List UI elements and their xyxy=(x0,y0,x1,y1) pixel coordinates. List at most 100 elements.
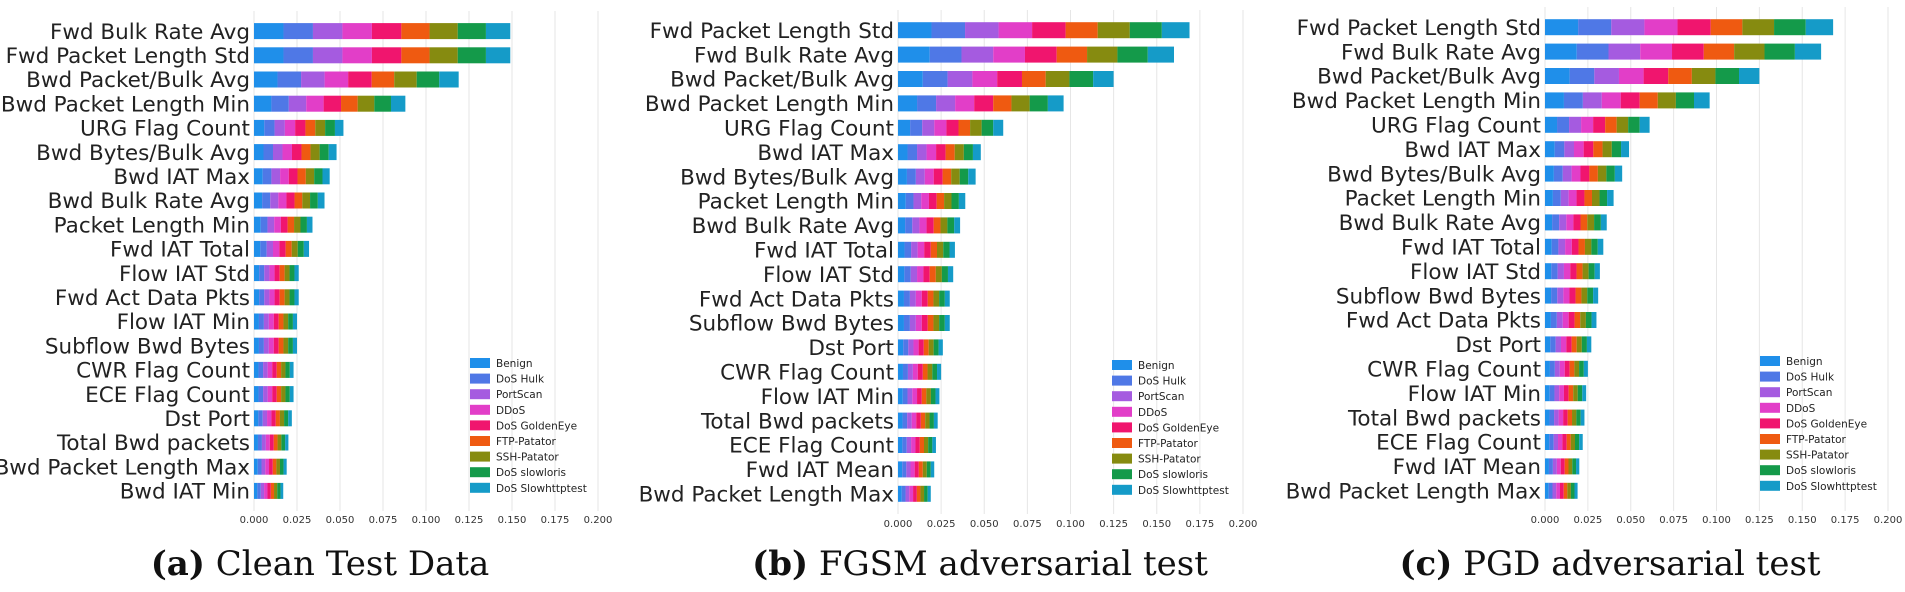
bar-segment-benign xyxy=(1545,336,1551,353)
bar-segment-benign xyxy=(898,437,903,453)
bar-segment-dos-slowloris xyxy=(930,388,936,405)
bar-segment-dos-hulk xyxy=(1549,434,1554,450)
bar-segment-portscan xyxy=(1559,214,1567,231)
bar-segment-dos-hulk xyxy=(904,266,911,283)
legend-label: DoS GoldenEye xyxy=(1786,418,1867,430)
bar-segment-benign xyxy=(898,412,903,429)
bar-segment-dos-slowhttptest xyxy=(328,144,337,161)
bar-segment-ftp-patator xyxy=(1568,385,1574,402)
bar-segment-benign xyxy=(1545,190,1553,206)
bar-segment-dos-slowloris xyxy=(1715,68,1740,84)
legend-label: PortScan xyxy=(1138,391,1184,403)
bar-segment-ssh-patator xyxy=(305,168,315,185)
legend-label: DoS slowloris xyxy=(1138,469,1208,481)
bar-segment-dos-slowhttptest xyxy=(947,266,954,283)
bar-segment-dos-hulk xyxy=(1552,214,1560,231)
bar-segment-portscan xyxy=(965,22,999,39)
bar-segment-ftp-patator xyxy=(297,168,306,185)
category-label: Packet Length Min xyxy=(698,190,894,215)
bar-segment-portscan xyxy=(274,119,285,136)
bar-segment-dos-goldeneye xyxy=(1032,22,1066,39)
bar-segment-dos-slowloris xyxy=(314,168,323,185)
bar-segment-dos-hulk xyxy=(1551,263,1558,280)
bar-segment-benign xyxy=(898,144,908,161)
legend-label: DDoS xyxy=(496,405,526,417)
bar-segment-dos-slowhttptest xyxy=(292,337,297,354)
bar-segment-dos-hulk xyxy=(260,240,267,257)
bar-segment-dos-goldeneye xyxy=(921,315,928,331)
bar-segment-portscan xyxy=(910,266,918,283)
x-tick-label: 0.175 xyxy=(1186,519,1215,530)
bar-segment-dos-slowloris xyxy=(319,144,329,161)
bar-segment-ssh-patator xyxy=(294,216,301,233)
bar-segment-ddos xyxy=(268,337,274,354)
bar-segment-ssh-patator xyxy=(926,388,931,405)
bar-segment-dos-goldeneye xyxy=(1677,19,1711,36)
bar-segment-ssh-patator xyxy=(429,23,458,40)
x-tick-label: 0.100 xyxy=(1056,519,1085,530)
bar-segment-benign xyxy=(254,119,265,136)
bar-segment-portscan xyxy=(260,482,265,499)
bar-segment-dos-slowhttptest xyxy=(1047,95,1064,112)
category-label: Total Bwd packets xyxy=(700,409,894,434)
category-label: Dst Port xyxy=(1455,333,1541,358)
bar-segment-ftp-patator xyxy=(1593,141,1603,158)
bar-segment-dos-slowloris xyxy=(1774,19,1806,36)
x-tick-label: 0.100 xyxy=(1702,515,1731,526)
legend-swatch-dos-slowloris xyxy=(1760,465,1780,476)
x-tick-label: 0.025 xyxy=(927,519,956,530)
x-tick-label: 0.050 xyxy=(970,519,999,530)
category-label: Flow IAT Min xyxy=(1408,382,1541,407)
legend-swatch-portscan xyxy=(470,389,490,400)
bar-segment-dos-slowhttptest xyxy=(1161,22,1190,39)
bar-segment-dos-slowloris xyxy=(1069,71,1094,87)
bar-segment-portscan xyxy=(1552,458,1557,475)
bar-segment-dos-goldeneye xyxy=(915,437,920,453)
x-tick-label: 0.025 xyxy=(283,515,312,526)
bar-segment-ssh-patator xyxy=(1572,409,1577,426)
bar-segment-portscan xyxy=(1594,68,1619,84)
bar-segment-ssh-patator xyxy=(1011,95,1030,112)
bar-segment-portscan xyxy=(272,144,283,161)
category-label: Bwd Packet/Bulk Avg xyxy=(26,68,250,93)
bar-segment-dos-slowloris xyxy=(1764,43,1795,60)
bar-segment-dos-slowhttptest xyxy=(972,144,981,161)
bar-segment-dos-hulk xyxy=(258,313,264,330)
bar-segment-ssh-patator xyxy=(925,412,930,429)
bar-segment-ddos xyxy=(911,412,917,429)
bar-segment-benign xyxy=(898,388,903,405)
bar-segment-benign xyxy=(898,193,906,209)
bar-segment-dos-hulk xyxy=(902,412,908,429)
x-tick-label: 0.125 xyxy=(455,515,484,526)
category-label: Bwd IAT Min xyxy=(120,480,250,505)
bar-segment-ssh-patator xyxy=(279,410,285,427)
bar-segment-ssh-patator xyxy=(281,361,286,378)
bar-segment-ftp-patator xyxy=(1576,263,1583,280)
bar-segment-ssh-patator xyxy=(284,289,290,306)
bar-segment-ddos xyxy=(1644,19,1678,36)
legend: Benign DoS Hulk PortScan DDoS DoS GoldenEye F… xyxy=(1760,356,1877,493)
bar-segment-ddos xyxy=(912,363,918,380)
bar-segment-dos-goldeneye xyxy=(916,412,921,429)
legend-label: PortScan xyxy=(1786,387,1832,399)
bar-segment-ddos xyxy=(911,437,916,453)
bar-segment-ftp-patator xyxy=(1574,312,1581,328)
bar-segment-dos-slowhttptest xyxy=(958,193,966,209)
bar-segment-dos-hulk xyxy=(257,434,262,451)
bar-segment-ftp-patator xyxy=(278,313,284,330)
bar-segment-dos-slowhttptest xyxy=(303,240,310,257)
bar-segment-dos-slowhttptest xyxy=(294,265,299,282)
bar-segment-portscan xyxy=(1556,312,1563,328)
legend: Benign DoS Hulk PortScan DDoS DoS GoldenEye F… xyxy=(470,358,587,495)
bar-segment-ftp-patator xyxy=(1580,214,1588,231)
bar-segment-portscan xyxy=(961,46,994,63)
bar-segment-dos-goldeneye xyxy=(1672,43,1704,60)
bar-segment-dos-hulk xyxy=(929,46,962,63)
x-tick-label: 0.125 xyxy=(1099,519,1128,530)
bar-segment-dos-slowloris xyxy=(1628,116,1640,133)
bar-segment-dos-goldeneye xyxy=(926,217,934,234)
bar-segment-dos-hulk xyxy=(905,217,913,234)
bar-segment-dos-slowhttptest xyxy=(993,119,1004,136)
bar-segment-dos-goldeneye xyxy=(1563,409,1568,426)
bar-segment-benign xyxy=(1545,43,1577,60)
